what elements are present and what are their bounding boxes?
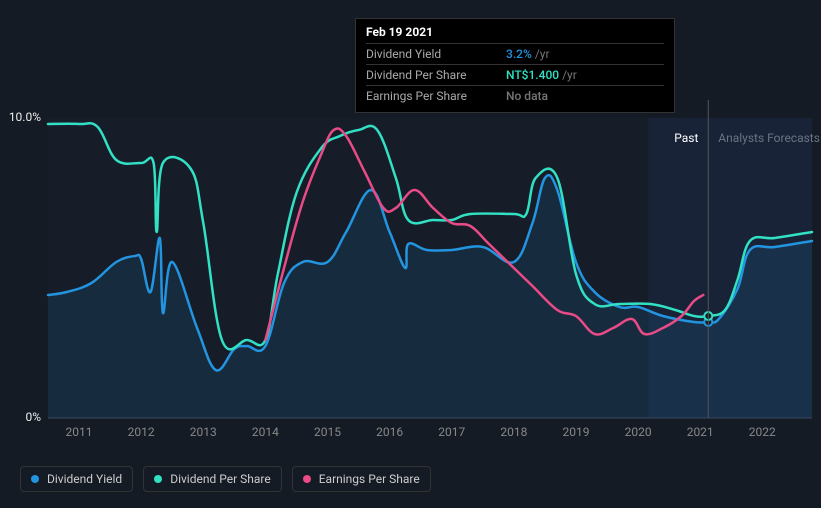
x-axis-tick-label: 2017 <box>438 425 465 439</box>
tooltip-row-unit: /yr <box>535 47 550 61</box>
tooltip-row: Dividend Yield3.2%/yr <box>366 43 664 64</box>
x-axis-tick-label: 2011 <box>66 425 93 439</box>
past-region-label: Past <box>674 131 698 145</box>
legend-dot-icon <box>31 475 39 483</box>
x-axis-tick-label: 2022 <box>749 425 776 439</box>
tooltip-row-label: Earnings Per Share <box>366 89 506 103</box>
legend-dot-icon <box>154 475 162 483</box>
legend-item[interactable]: Dividend Yield <box>20 466 133 492</box>
y-axis-tick-label: 0% <box>0 410 41 424</box>
legend-item[interactable]: Earnings Per Share <box>292 466 431 492</box>
tooltip-row-label: Dividend Per Share <box>366 68 506 82</box>
tooltip-row-value: No data <box>506 89 548 103</box>
chart-legend: Dividend Yield Dividend Per Share Earnings… <box>20 466 431 492</box>
x-axis-tick-label: 2020 <box>625 425 652 439</box>
tooltip-row-unit: /yr <box>562 68 577 82</box>
tooltip-row-value: NT$1.400 <box>506 68 559 82</box>
x-axis-tick-label: 2016 <box>376 425 403 439</box>
tooltip-row: Dividend Per ShareNT$1.400/yr <box>366 64 664 85</box>
legend-label: Dividend Per Share <box>170 472 271 486</box>
chart-tooltip: Feb 19 2021 Dividend Yield3.2%/yrDividen… <box>355 18 675 113</box>
tooltip-date: Feb 19 2021 <box>366 25 664 39</box>
x-axis-tick-label: 2021 <box>687 425 714 439</box>
legend-label: Dividend Yield <box>47 472 122 486</box>
x-axis-tick-label: 2019 <box>562 425 589 439</box>
legend-label: Earnings Per Share <box>319 472 420 486</box>
y-axis-tick-label: 10.0% <box>0 110 41 124</box>
tooltip-row-label: Dividend Yield <box>366 47 506 61</box>
tooltip-row-value: 3.2% <box>506 47 532 61</box>
forecast-region-label: Analysts Forecasts <box>718 131 820 145</box>
legend-dot-icon <box>303 475 311 483</box>
x-axis-tick-label: 2014 <box>252 425 279 439</box>
tooltip-row: Earnings Per ShareNo data <box>366 85 664 106</box>
x-axis-tick-label: 2015 <box>314 425 341 439</box>
x-axis-tick-label: 2018 <box>500 425 527 439</box>
legend-item[interactable]: Dividend Per Share <box>143 466 282 492</box>
x-axis-tick-label: 2012 <box>128 425 155 439</box>
x-axis-tick-label: 2013 <box>190 425 217 439</box>
